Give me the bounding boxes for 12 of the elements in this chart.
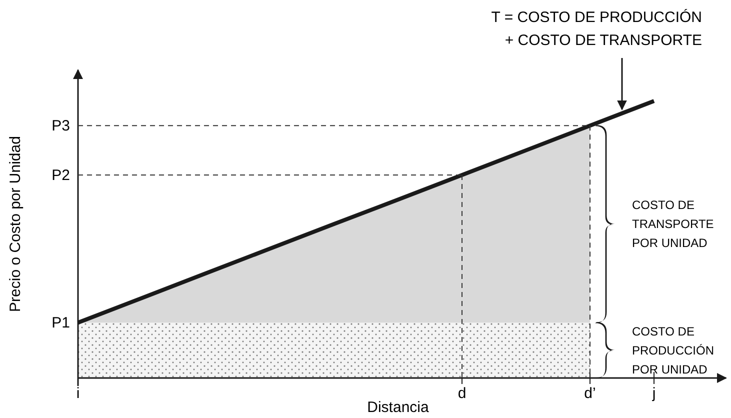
text: P3 (52, 118, 70, 135)
text: T = COSTO DE PRODUCCIÓN + COSTO DE TRANSPORTE (491, 8, 702, 49)
annotation: COSTO DE TRANSPORTE POR UNIDAD (632, 198, 714, 250)
x-tick-label: j (651, 385, 656, 402)
text: P1 (52, 314, 70, 332)
y-axis-title: Precio o Costo por Unidad (7, 136, 24, 312)
x-tick-label: i (76, 385, 80, 402)
x-axis-title: Distancia (367, 399, 430, 416)
x-tick-label: d (458, 385, 466, 402)
text: P2 (52, 166, 70, 184)
annotation: COSTO DE PRODUCCIÓN POR UNIDAD (632, 324, 714, 376)
x-tick-label: d’ (584, 385, 596, 402)
